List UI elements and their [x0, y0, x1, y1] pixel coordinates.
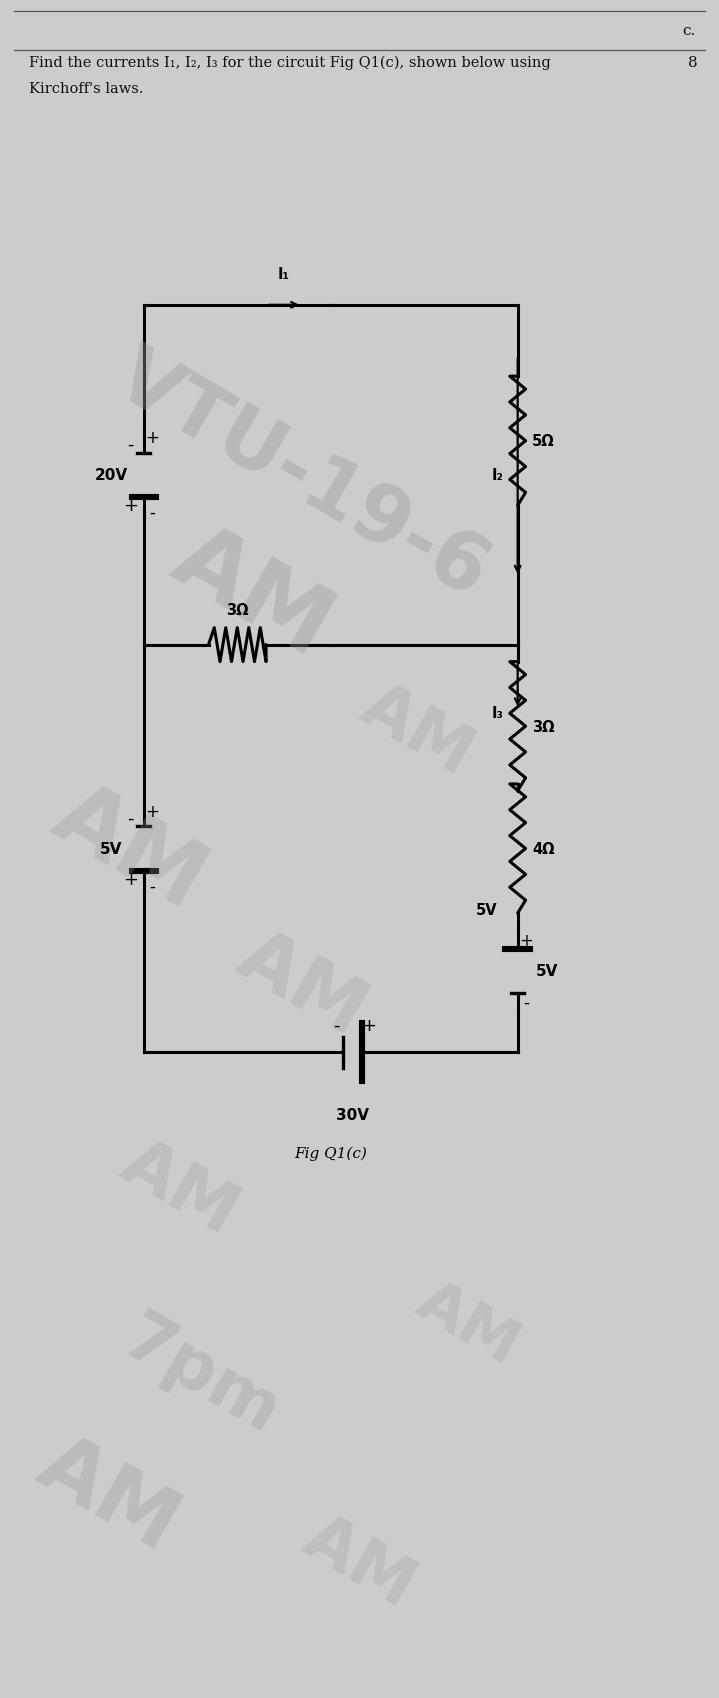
Text: AM: AM [24, 1423, 192, 1566]
Text: -: - [127, 436, 134, 453]
Text: -: - [150, 878, 155, 895]
Text: 5V: 5V [476, 903, 498, 917]
Text: Kirchoff's laws.: Kirchoff's laws. [29, 82, 143, 95]
Text: 5V: 5V [536, 964, 558, 978]
Text: +: + [124, 498, 138, 514]
Text: +: + [124, 871, 138, 888]
Text: AM: AM [225, 919, 379, 1051]
Text: 5Ω: 5Ω [532, 435, 554, 448]
Text: -: - [333, 1017, 340, 1034]
Text: 3Ω: 3Ω [532, 720, 554, 734]
Text: c.: c. [683, 24, 696, 37]
Text: 30V: 30V [336, 1107, 369, 1122]
Text: -: - [150, 504, 155, 521]
Text: 3Ω: 3Ω [226, 603, 249, 618]
Text: +: + [145, 803, 160, 820]
Text: 5V: 5V [100, 842, 123, 856]
Text: AM: AM [110, 1129, 249, 1248]
Text: AM: AM [406, 1272, 529, 1377]
Text: AM: AM [349, 672, 485, 788]
Text: -: - [523, 993, 529, 1010]
Text: I₁: I₁ [278, 267, 290, 282]
Text: 4Ω: 4Ω [532, 842, 554, 856]
Text: 8: 8 [688, 56, 697, 70]
Text: AM: AM [292, 1504, 427, 1620]
Text: +: + [145, 430, 160, 447]
Text: +: + [519, 932, 533, 949]
Text: AM: AM [38, 771, 221, 927]
Text: Find the currents I₁, I₂, I₃ for the circuit Fig Q1(c), shown below using: Find the currents I₁, I₂, I₃ for the cir… [29, 56, 551, 70]
Text: Fig Q1(c): Fig Q1(c) [294, 1146, 367, 1160]
Text: 20V: 20V [95, 469, 128, 482]
Text: -: - [127, 810, 134, 827]
Text: AM: AM [156, 513, 347, 676]
Text: I₃: I₃ [491, 706, 503, 720]
Text: +: + [361, 1017, 375, 1034]
Text: VTU-19-6: VTU-19-6 [102, 338, 502, 613]
Text: 7pm: 7pm [111, 1304, 292, 1447]
Text: I₂: I₂ [491, 469, 503, 482]
